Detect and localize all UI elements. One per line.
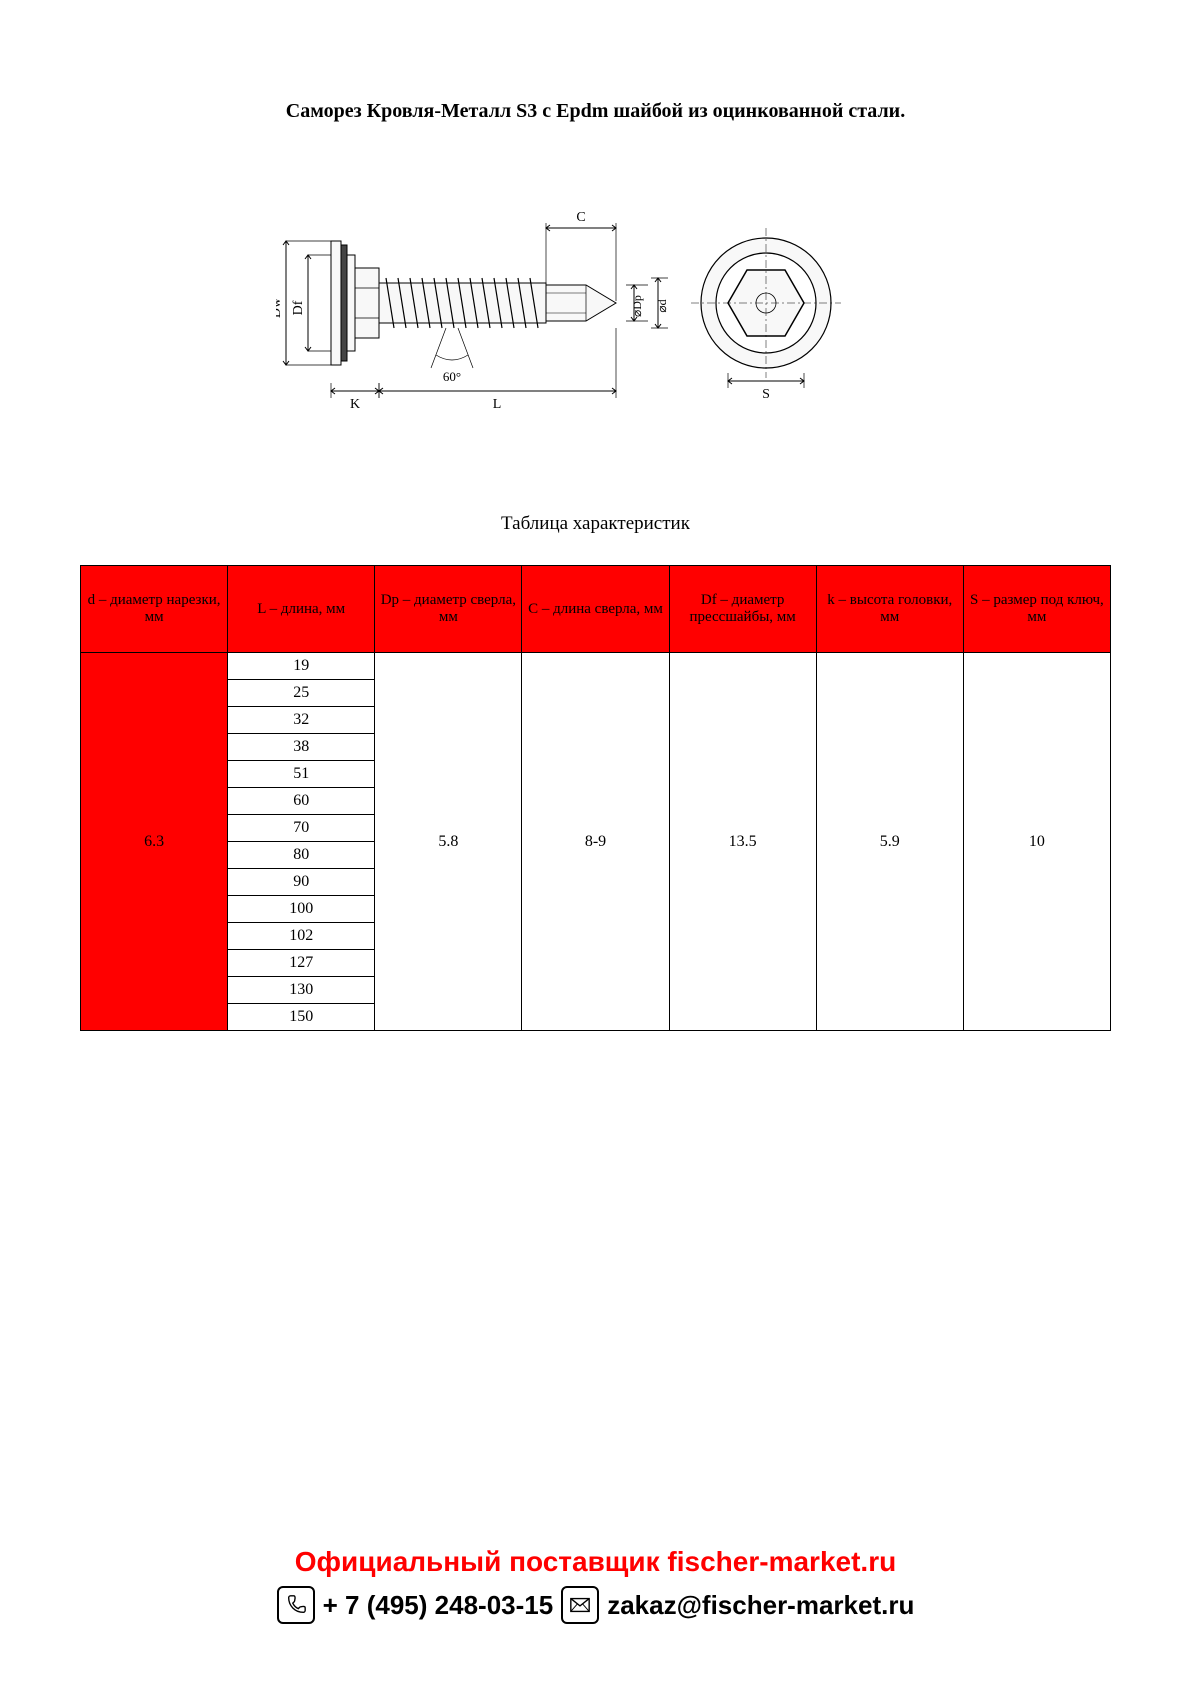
cell-l: 60	[228, 788, 375, 815]
footer-phone: + 7 (495) 248-03-15	[323, 1590, 554, 1621]
cell-k: 5.9	[816, 653, 963, 1031]
thread	[379, 276, 546, 329]
col-l: L – длина, мм	[228, 566, 375, 653]
col-d: d – диаметр нарезки, мм	[81, 566, 228, 653]
cell-df: 13.5	[669, 653, 816, 1031]
label-angle: 60°	[442, 369, 460, 384]
footer-email: zakaz@fischer-market.ru	[607, 1590, 914, 1621]
cell-dp: 5.8	[375, 653, 522, 1031]
cell-d: 6.3	[81, 653, 228, 1031]
col-s: S – размер под ключ, мм	[963, 566, 1110, 653]
cell-l: 19	[228, 653, 375, 680]
label-s: S	[762, 387, 770, 402]
footer: Официальный поставщик fischer-market.ru …	[0, 1546, 1191, 1624]
cell-l: 150	[228, 1004, 375, 1031]
cell-l: 32	[228, 707, 375, 734]
label-dw: Dw	[276, 297, 284, 318]
cell-l: 51	[228, 761, 375, 788]
technical-diagram: Dw Df	[80, 193, 1111, 423]
label-dp: ⌀Dp	[630, 295, 644, 317]
cell-l: 70	[228, 815, 375, 842]
cell-c: 8-9	[522, 653, 669, 1031]
cell-l: 100	[228, 896, 375, 923]
cell-l: 130	[228, 977, 375, 1004]
cell-l: 127	[228, 950, 375, 977]
table-row: 6.3195.88-913.55.910	[81, 653, 1111, 680]
cell-s: 10	[963, 653, 1110, 1031]
footer-supplier: Официальный поставщик fischer-market.ru	[0, 1546, 1191, 1578]
cell-l: 25	[228, 680, 375, 707]
cell-l: 102	[228, 923, 375, 950]
col-dp: Dp – диаметр сверла, мм	[375, 566, 522, 653]
label-k: K	[349, 397, 359, 412]
cell-l: 90	[228, 869, 375, 896]
page-title: Саморез Кровля-Металл S3 с Epdm шайбой и…	[80, 100, 1111, 123]
col-k: k – высота головки, мм	[816, 566, 963, 653]
label-l: L	[492, 397, 501, 412]
label-d: ⌀d	[655, 299, 669, 312]
table-subtitle: Таблица характеристик	[80, 513, 1111, 535]
table-header-row: d – диаметр нарезки, мм L – длина, мм Dp…	[81, 566, 1111, 653]
phone-icon	[277, 1586, 315, 1624]
label-c: C	[576, 210, 585, 225]
label-df: Df	[291, 300, 306, 315]
col-df: Df – диаметр прессшайбы, мм	[669, 566, 816, 653]
cell-l: 80	[228, 842, 375, 869]
cell-l: 38	[228, 734, 375, 761]
col-c: C – длина сверла, мм	[522, 566, 669, 653]
spec-table: d – диаметр нарезки, мм L – длина, мм Dp…	[80, 565, 1111, 1031]
mail-icon	[561, 1586, 599, 1624]
